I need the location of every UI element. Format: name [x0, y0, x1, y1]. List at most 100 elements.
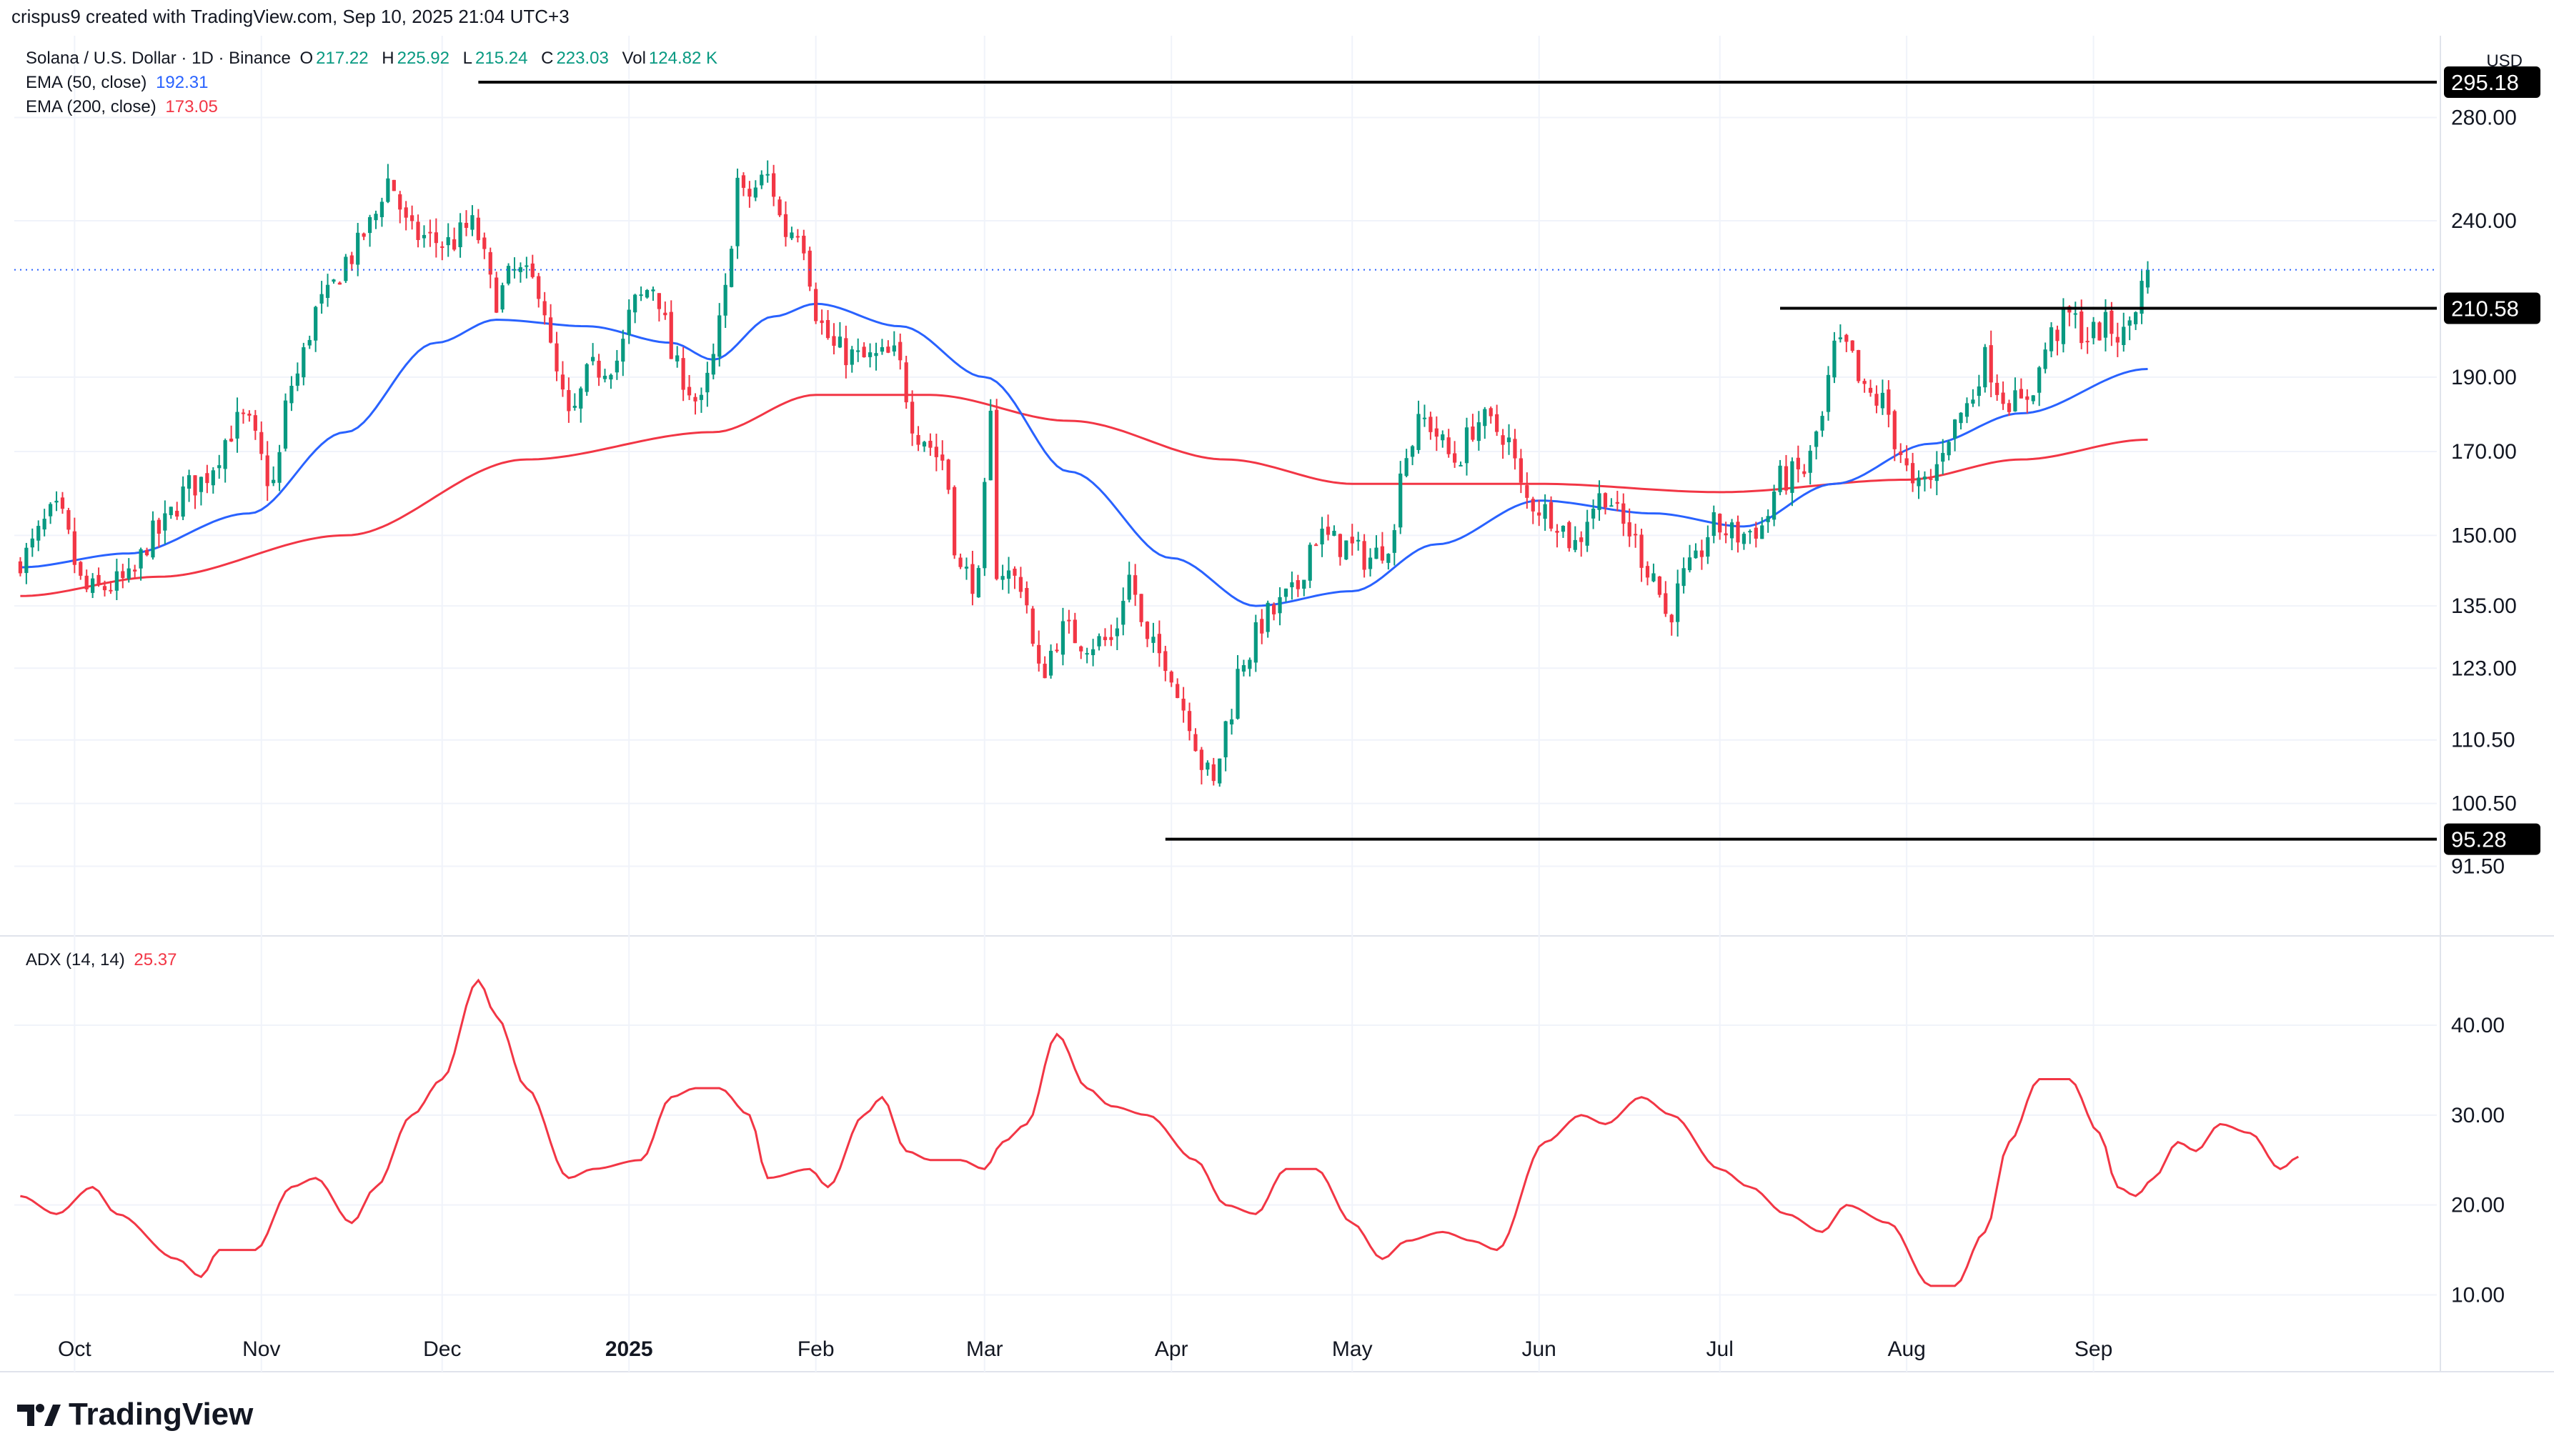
- candle-body: [1952, 419, 1957, 439]
- adx-legend[interactable]: ADX (14, 14) 25.37: [26, 950, 177, 970]
- candle-body: [675, 355, 680, 361]
- candle-body: [1018, 577, 1023, 592]
- ohlc-values: O 217.22 H 225.92 L 215.24 C 223.03 Vol 124.8…: [300, 49, 727, 68]
- candle-body: [253, 415, 257, 431]
- adx-line: [20, 978, 2300, 1287]
- candle-body: [621, 339, 625, 362]
- time-tick-label: Jul: [1706, 1337, 1734, 1361]
- candle-body: [18, 561, 23, 574]
- candle-body: [639, 294, 643, 296]
- candle-body: [422, 234, 427, 239]
- candle-body: [1483, 409, 1487, 427]
- candle-body: [1350, 537, 1354, 544]
- candle-body: [1229, 719, 1234, 724]
- candle-body: [314, 306, 318, 341]
- candle-body: [1157, 634, 1161, 654]
- candle-body: [349, 255, 354, 264]
- candle-body: [1904, 458, 1909, 466]
- candle-body: [1850, 340, 1854, 351]
- candle-body: [1067, 619, 1071, 622]
- candle-body: [404, 207, 408, 218]
- candle-body: [795, 236, 800, 238]
- price-tick-label: 135.00: [2451, 594, 2517, 618]
- candle-body: [1676, 583, 1680, 622]
- candle-body: [1857, 349, 1861, 382]
- candle-body: [356, 232, 360, 265]
- candle-body: [1103, 637, 1108, 640]
- candle-body: [1459, 464, 1463, 467]
- candle-body: [1338, 534, 1343, 557]
- candle-body: [199, 477, 204, 492]
- candle-body: [1241, 665, 1246, 672]
- candle-body: [1079, 646, 1083, 652]
- candle-body: [1332, 530, 1336, 536]
- candle-body: [555, 343, 559, 372]
- candle-body: [1995, 382, 1999, 395]
- candle-body: [958, 557, 963, 567]
- candle-body: [428, 231, 432, 234]
- candle-body: [102, 586, 107, 591]
- candle-body: [241, 412, 246, 414]
- candle-body: [1844, 334, 1849, 342]
- candle-body: [96, 574, 101, 584]
- candle-body: [1169, 672, 1173, 683]
- candle-body: [259, 432, 264, 454]
- candle-body: [1320, 528, 1324, 545]
- candle-body: [1223, 721, 1228, 758]
- candle-body: [572, 405, 577, 408]
- candle-body: [283, 400, 288, 449]
- candle-body: [1977, 386, 1981, 397]
- candle-body: [114, 571, 119, 591]
- candle-body: [1699, 550, 1704, 557]
- ema200-legend[interactable]: EMA (200, close) 173.05: [26, 97, 218, 117]
- candle-body: [735, 177, 740, 246]
- candle-body: [1585, 522, 1589, 546]
- symbol-legend[interactable]: Solana / U.S. Dollar · 1D · Binance O 217…: [26, 49, 726, 69]
- candle-body: [1964, 403, 1969, 417]
- level-price-label: 295.18: [2451, 70, 2519, 95]
- candle-body: [458, 222, 462, 247]
- candle-body: [36, 526, 41, 541]
- candle-body: [1892, 411, 1897, 449]
- candle-body: [777, 199, 782, 216]
- price-tick-label: 190.00: [2451, 366, 2517, 389]
- candle-body: [1627, 522, 1631, 537]
- candle-body: [1163, 651, 1168, 672]
- candle-body: [319, 294, 324, 304]
- currency-label[interactable]: USD: [2486, 51, 2523, 71]
- candle-body: [868, 352, 873, 357]
- candle-body: [2122, 326, 2126, 345]
- adx-tick-label: 30.00: [2451, 1104, 2505, 1127]
- candle-body: [1193, 734, 1198, 752]
- candle-body: [495, 277, 499, 313]
- candle-body: [1754, 527, 1758, 539]
- candle-body: [1344, 540, 1348, 560]
- ema50-layer: [20, 302, 2148, 607]
- candle-body: [60, 497, 65, 509]
- candle-body: [838, 336, 843, 348]
- high-value: 225.92: [397, 49, 449, 68]
- candle-body: [1380, 546, 1385, 561]
- candle-body: [1181, 698, 1186, 711]
- candle-body: [1573, 539, 1577, 550]
- tradingview-logo[interactable]: TradingView: [16, 1397, 253, 1432]
- close-value: 223.03: [556, 49, 609, 68]
- candle-body: [2031, 395, 2035, 402]
- candle-body: [880, 346, 885, 352]
- candle-body: [1097, 636, 1101, 647]
- ema200-line: [20, 394, 2148, 597]
- candle-body: [1368, 557, 1373, 569]
- candle-body: [1525, 485, 1529, 498]
- candle-body: [1989, 345, 1993, 383]
- candle-body: [1766, 516, 1770, 522]
- candle-body: [1006, 570, 1011, 579]
- candle-body: [687, 387, 692, 396]
- candle-body: [1669, 614, 1674, 623]
- candle-body: [1489, 408, 1493, 417]
- candle-body: [398, 194, 402, 210]
- candle-body: [1308, 544, 1312, 581]
- candle-body: [760, 174, 764, 186]
- ema50-legend[interactable]: EMA (50, close) 192.31: [26, 73, 208, 93]
- candle-body: [765, 174, 770, 176]
